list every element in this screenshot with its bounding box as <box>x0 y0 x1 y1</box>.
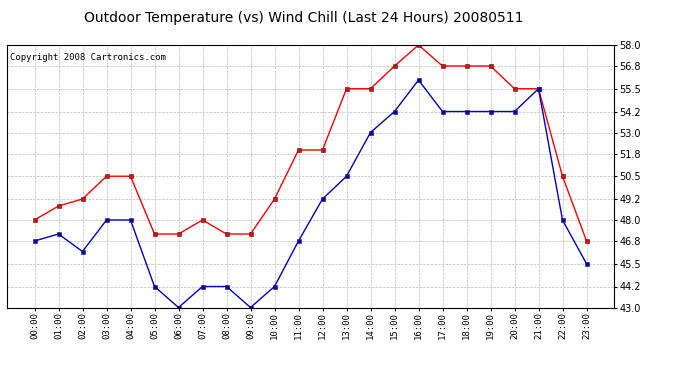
Text: Copyright 2008 Cartronics.com: Copyright 2008 Cartronics.com <box>10 53 166 62</box>
Text: Outdoor Temperature (vs) Wind Chill (Last 24 Hours) 20080511: Outdoor Temperature (vs) Wind Chill (Las… <box>84 11 523 25</box>
